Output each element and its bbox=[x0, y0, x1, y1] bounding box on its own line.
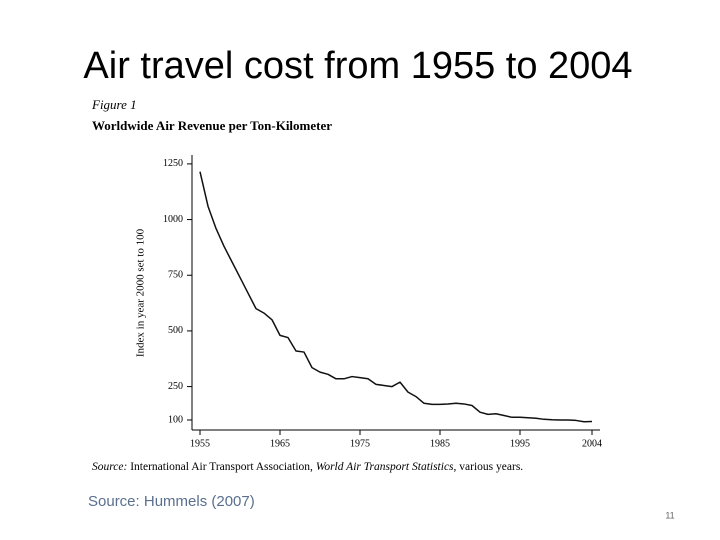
y-axis-label: Index in year 2000 set to 100 bbox=[135, 228, 147, 357]
y-tick-label: 250 bbox=[168, 381, 183, 392]
x-tick-label: 1985 bbox=[430, 438, 450, 449]
y-tick-label: 750 bbox=[168, 270, 183, 281]
x-tick-label: 1975 bbox=[350, 438, 370, 449]
data-line bbox=[199, 171, 593, 423]
source-part: World Air Transport Statistics bbox=[316, 461, 454, 473]
y-tick-label: 1250 bbox=[163, 158, 183, 169]
x-tick-label: 2004 bbox=[582, 438, 602, 449]
x-tick-label: 1965 bbox=[270, 438, 290, 449]
footer-source: Source: Hummels (2007) bbox=[88, 493, 255, 510]
y-tick-label: 1000 bbox=[163, 214, 183, 225]
page-number: 11 bbox=[665, 510, 674, 520]
slide-title: Air travel cost from 1955 to 2004 bbox=[83, 45, 632, 87]
x-tick-label: 1955 bbox=[190, 438, 210, 449]
chart-title: Worldwide Air Revenue per Ton-Kilometer bbox=[92, 118, 332, 133]
figure-label: Figure 1 bbox=[91, 97, 137, 112]
y-tick-label: 500 bbox=[168, 325, 183, 336]
x-tick-label: 1995 bbox=[510, 438, 530, 449]
source-part: , various years. bbox=[454, 461, 524, 473]
chart-source: Source: International Air Transport Asso… bbox=[92, 461, 523, 473]
source-part: Source: bbox=[92, 461, 127, 473]
source-part: International Air Transport Association, bbox=[127, 461, 315, 473]
y-tick-label: 100 bbox=[168, 414, 183, 425]
